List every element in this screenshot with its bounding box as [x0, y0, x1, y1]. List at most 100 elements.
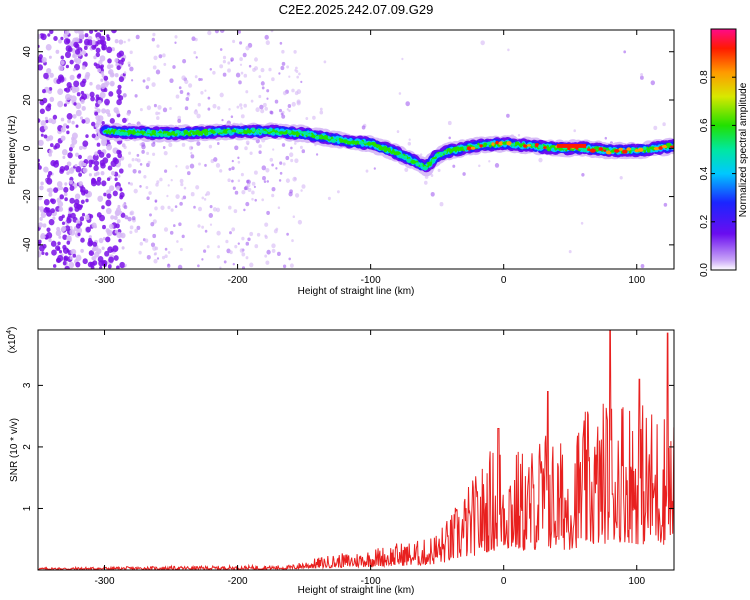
spectrogram-speckle: [260, 81, 265, 86]
spectrogram-speckle: [175, 94, 180, 99]
spectrogram-speckle: [84, 214, 90, 221]
spectrogram-speckle: [263, 102, 267, 108]
spectrogram-speckle: [88, 235, 92, 239]
ridge-peak: [486, 141, 492, 146]
spectrogram-speckle: [61, 214, 65, 219]
ridge-peak: [387, 148, 391, 153]
ridge-peak: [318, 137, 324, 140]
spectrogram-speckle: [212, 103, 217, 109]
spectrogram-speckle: [40, 209, 44, 213]
ridge-peak: [140, 130, 144, 134]
spectrogram-speckle: [204, 89, 207, 92]
spectrogram-speckle: [40, 234, 45, 240]
colorbar-label: Normalized spectral amplitude: [738, 82, 749, 217]
spectrogram-speckle: [290, 158, 294, 163]
spectrogram-speckle: [89, 30, 94, 34]
spectrogram-speckle: [53, 36, 58, 41]
ridge-peak: [426, 161, 432, 165]
spectrogram-speckle: [265, 168, 270, 173]
ridge-peak: [378, 146, 385, 151]
spectrogram-speckle: [136, 158, 141, 163]
spectrogram-speckle: [95, 84, 101, 90]
spectrogram-speckle: [174, 41, 177, 44]
spectrogram-speckle: [39, 185, 44, 191]
ridge-peak: [531, 143, 535, 147]
spectrogram-speckle: [75, 152, 79, 157]
ridge-peak: [166, 132, 173, 136]
spectrogram-speckle: [269, 110, 273, 115]
spectrogram-speckle: [66, 130, 70, 135]
spectrogram-speckle: [260, 67, 265, 73]
ridge-peak: [451, 148, 455, 152]
spectrogram-speckle: [66, 161, 72, 167]
spectrogram-speckle: [266, 97, 269, 100]
spectrogram-speckle: [46, 227, 51, 233]
spectrogram-speckle: [78, 172, 83, 177]
spectrogram-speckle: [439, 202, 444, 207]
spectrogram-x-label: Height of straight line (km): [298, 286, 415, 297]
spectrogram-speckle: [115, 185, 121, 191]
spectrogram-speckle: [278, 72, 281, 75]
spectrogram-speckle: [59, 186, 64, 191]
spectrogram-speckle: [288, 75, 291, 78]
spectrogram-speckle: [568, 249, 572, 254]
spectrogram-speckle: [264, 106, 268, 111]
spectrogram-speckle: [88, 163, 93, 168]
spectrogram-speckle: [69, 185, 75, 191]
spectrogram-speckle: [240, 114, 245, 119]
spectrogram-speckle: [129, 225, 134, 230]
spectrogram-speckle: [89, 91, 95, 98]
spectrogram-speckle: [249, 231, 254, 237]
spectrogram-speckle: [201, 196, 205, 200]
spectrogram-speckle: [119, 261, 126, 269]
spectrogram-speckle: [361, 125, 366, 130]
spectrogram-speckle: [172, 65, 176, 69]
spectrogram-speckle: [246, 183, 251, 188]
spectrogram-speckle: [247, 187, 252, 192]
spectrogram-speckle: [177, 264, 183, 269]
spectrogram-speckle: [84, 189, 89, 194]
spectrogram-speckle: [80, 90, 85, 95]
spectrogram-speckle: [80, 237, 85, 243]
spectrogram-speckle: [74, 30, 80, 34]
spectrogram-speckle: [222, 72, 227, 77]
spectrogram-speckle: [214, 30, 219, 34]
ridge-peak: [127, 129, 133, 134]
spectrogram-background-scatter: [38, 30, 670, 269]
spectrogram-speckle: [162, 107, 168, 113]
ridge-peak: [593, 146, 600, 150]
ridge-peak: [653, 146, 660, 151]
spectrogram-speckle: [53, 187, 59, 193]
ridge-peak: [613, 149, 620, 153]
spectrogram-speckle: [506, 113, 510, 118]
spectrogram-speckle: [141, 149, 145, 154]
spectrogram-speckle: [75, 261, 81, 268]
spectrogram-speckle: [100, 83, 106, 90]
spectrogram-speckle: [174, 35, 178, 39]
spectrogram-speckle: [178, 222, 182, 227]
ridge-peak: [630, 147, 635, 151]
spectrogram-speckle: [181, 234, 185, 239]
spectrogram-speckle: [204, 229, 208, 233]
spectrogram-speckle: [94, 111, 99, 116]
ridge-layer: [103, 128, 674, 169]
ridge-peak: [283, 131, 288, 135]
spectrogram-speckle: [190, 192, 195, 197]
spectrogram-speckle: [57, 88, 64, 96]
spectrogram-speckle: [216, 254, 220, 259]
spectrogram-speckle: [234, 244, 238, 249]
spectrogram-speckle: [74, 206, 80, 212]
ridge-peak: [546, 147, 552, 152]
spectrogram-speckle: [73, 102, 77, 106]
spectrogram-speckle: [81, 119, 86, 124]
spectrogram-speckle: [46, 188, 51, 192]
spectrogram-speckle: [51, 249, 57, 256]
spectrogram-speckle: [105, 236, 111, 243]
spectrogram-speckle: [213, 157, 218, 162]
spectrogram-speckle: [139, 107, 143, 112]
ridge-peak: [474, 144, 480, 149]
ridge-peak: [502, 141, 508, 145]
spectrogram-speckle: [289, 263, 294, 268]
spectrogram-speckle: [398, 92, 402, 95]
spectrogram-speckle: [121, 246, 125, 250]
